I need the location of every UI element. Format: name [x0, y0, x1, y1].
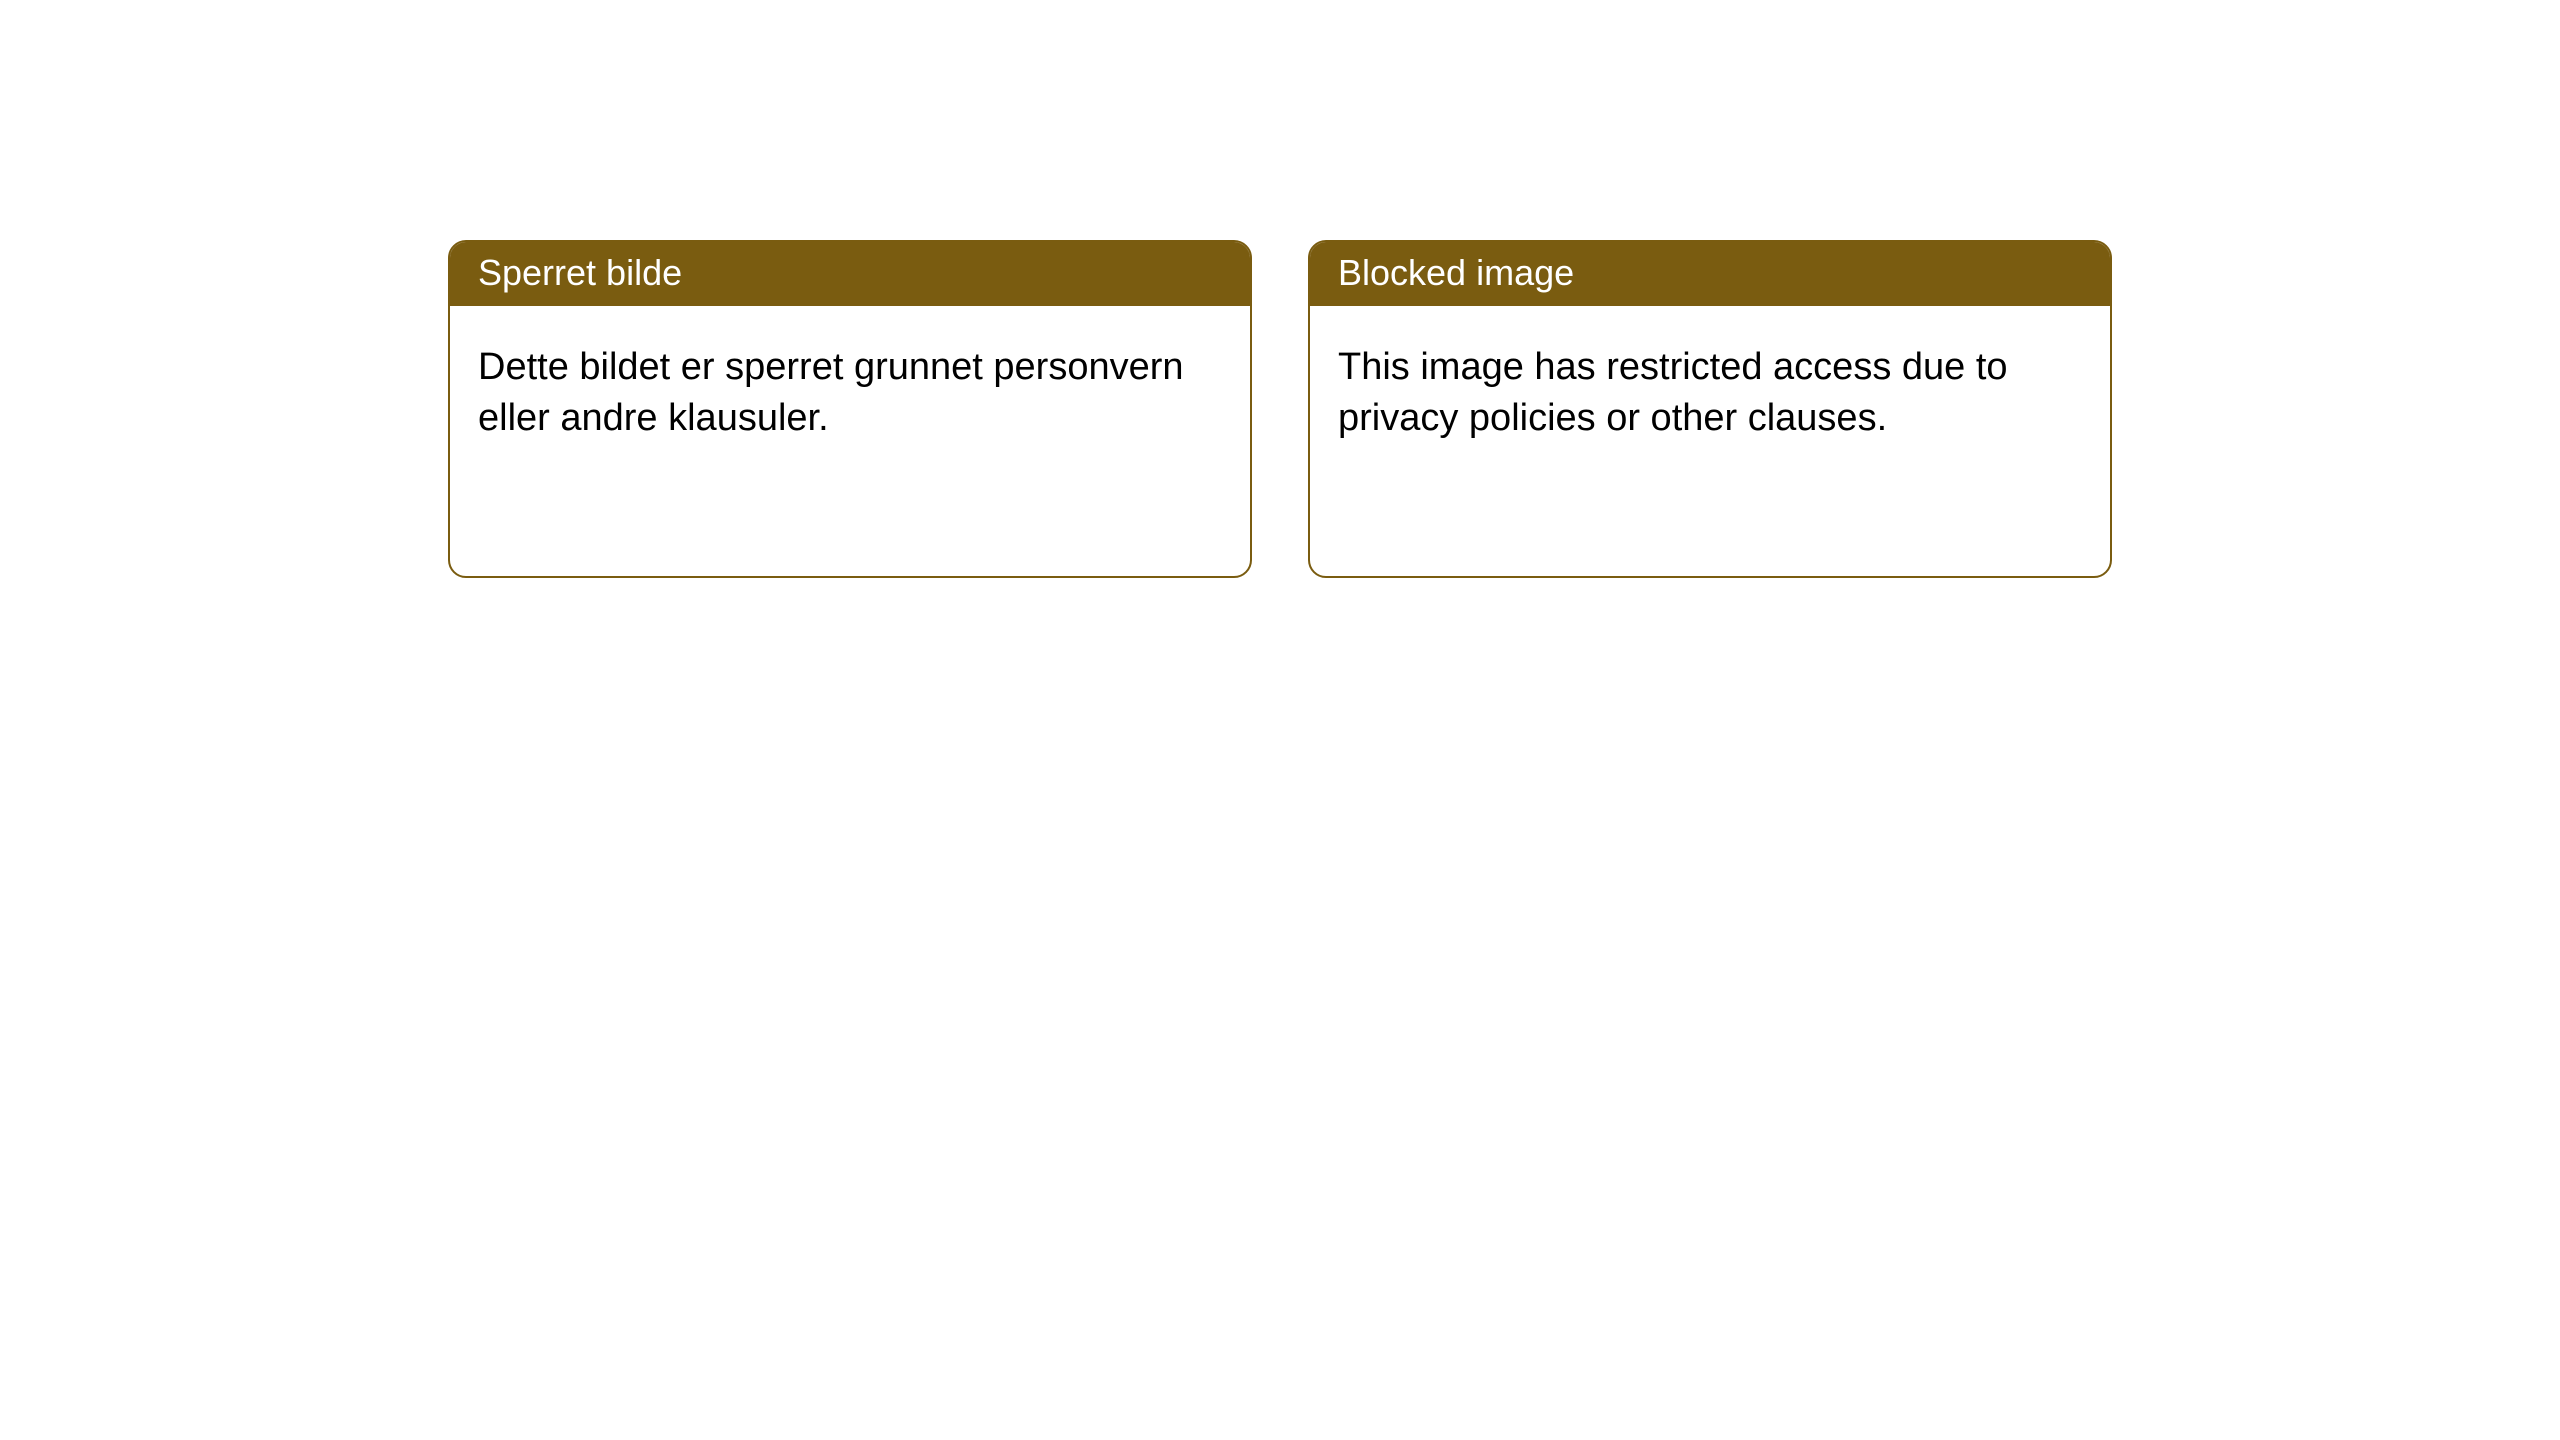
notice-body: This image has restricted access due to … — [1310, 306, 2110, 576]
notice-body: Dette bildet er sperret grunnet personve… — [450, 306, 1250, 576]
notice-title: Sperret bilde — [478, 252, 682, 293]
notice-body-text: This image has restricted access due to … — [1338, 346, 2008, 439]
notice-card-norwegian: Sperret bilde Dette bildet er sperret gr… — [448, 240, 1252, 578]
notice-title: Blocked image — [1338, 252, 1574, 293]
notice-card-english: Blocked image This image has restricted … — [1308, 240, 2112, 578]
notice-header: Sperret bilde — [450, 242, 1250, 306]
notice-header: Blocked image — [1310, 242, 2110, 306]
notice-body-text: Dette bildet er sperret grunnet personve… — [478, 346, 1184, 439]
notice-container: Sperret bilde Dette bildet er sperret gr… — [0, 0, 2560, 578]
